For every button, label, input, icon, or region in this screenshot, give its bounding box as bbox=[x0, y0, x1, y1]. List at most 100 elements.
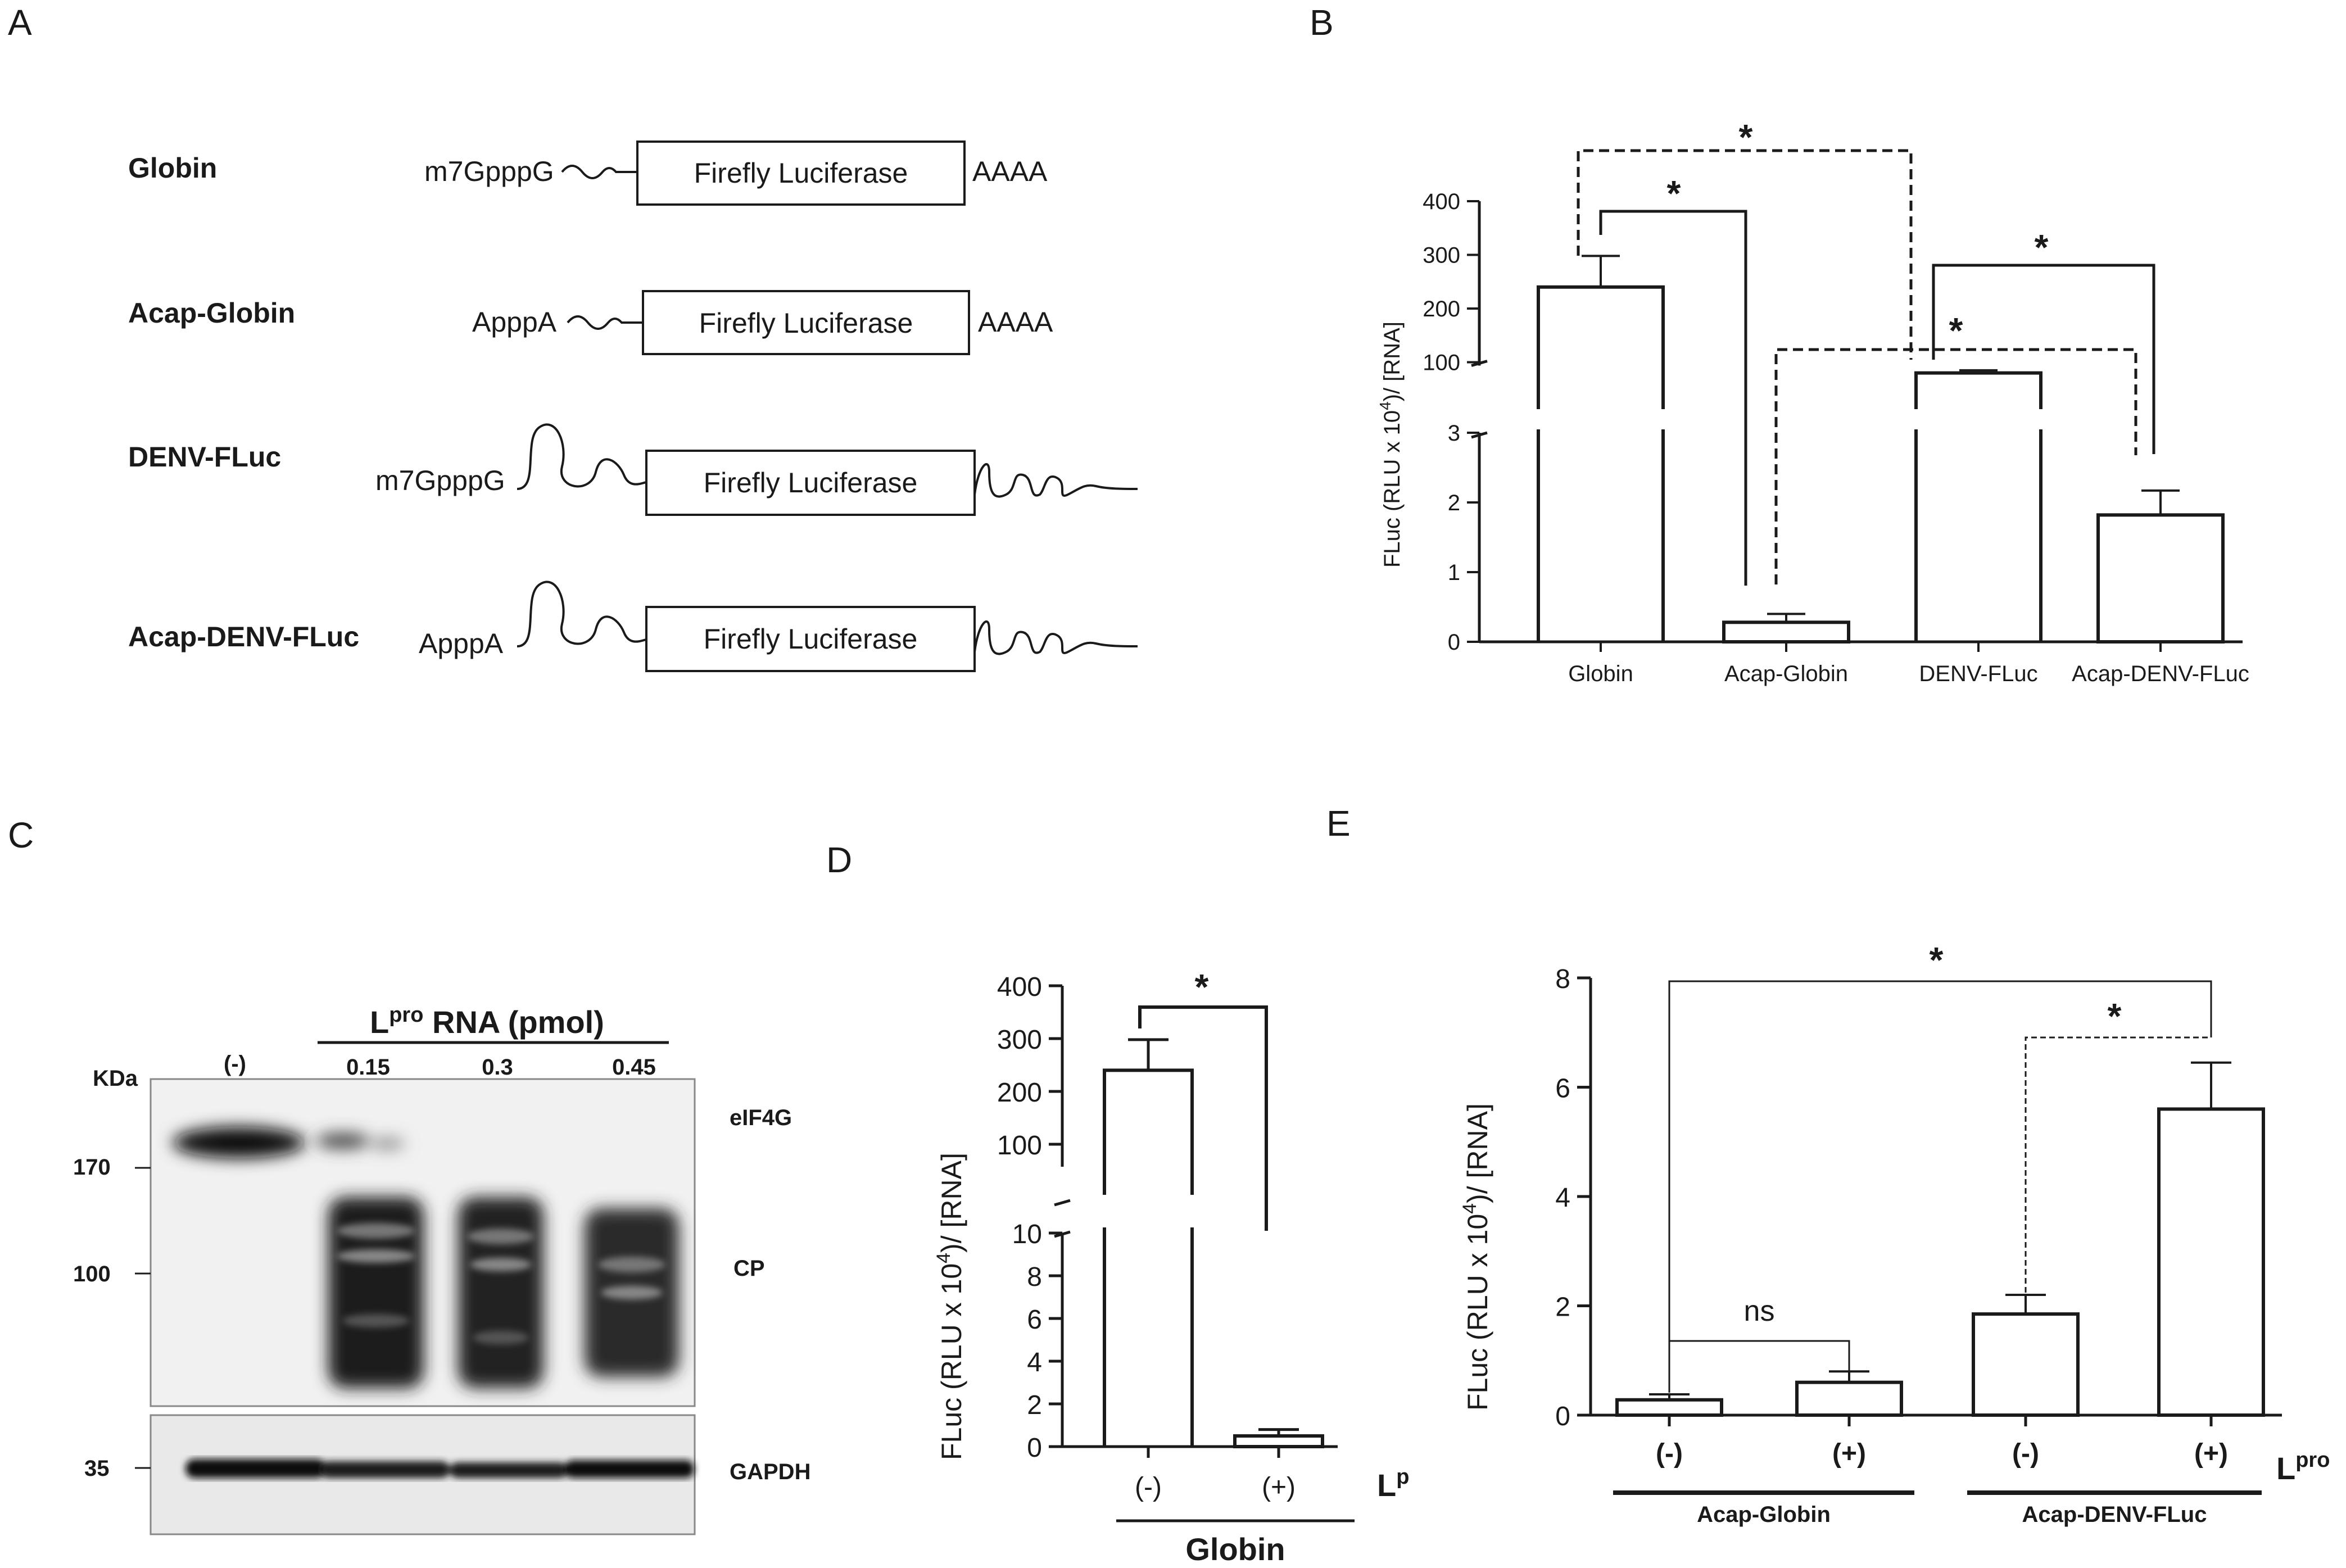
lane-label-0-3: 0.3 bbox=[482, 1055, 513, 1080]
bracket-globin-vs-denv-fluc bbox=[1577, 149, 1913, 360]
y-tick-label-b: 3 bbox=[1448, 421, 1460, 446]
panel-b-y-axis: 0 1 2 3 100 200 300 400 Globin Acap-Globin DENV-FL… bbox=[1423, 189, 2249, 686]
y-tick-label-d: 10 bbox=[1012, 1220, 1042, 1249]
panel-d-y-axis: 0 2 4 6 8 10 100 200 300 400 (-) (+) bbox=[997, 972, 1338, 1502]
label-eif4g: eIF4G bbox=[730, 1105, 792, 1130]
panel-d-treatment-label: Lp bbox=[1377, 1465, 1409, 1503]
y-tick-label-e: 2 bbox=[1555, 1293, 1570, 1322]
utr-squiggle-globin bbox=[561, 165, 637, 179]
utr-squiggle-acap-globin bbox=[567, 315, 643, 330]
x-tick-label-b-0: Globin bbox=[1568, 661, 1633, 686]
bracket-acap-globin-vs-acap-denv bbox=[1774, 348, 2137, 584]
star-globin-vs-denv: * bbox=[1739, 117, 1753, 157]
x-tick-label-e-2: (-) bbox=[2012, 1439, 2039, 1469]
fluc-box-denv-fluc bbox=[645, 450, 976, 516]
panel-b-chart: 0 1 2 3 100 200 300 400 Globin Acap-Globin DENV-FL… bbox=[1376, 117, 2249, 686]
tail-globin: AAAA bbox=[972, 156, 1048, 187]
marker-35: 35 bbox=[84, 1456, 110, 1481]
tail-acap-globin: AAAA bbox=[978, 306, 1053, 338]
y-tick-label-d: 8 bbox=[1027, 1262, 1042, 1292]
x-tick-label-b-3: Acap-DENV-FLuc bbox=[2072, 661, 2249, 686]
panel-e-group-label-2: Acap-DENV-FLuc bbox=[2022, 1502, 2207, 1527]
bar-e-0 bbox=[1615, 1398, 1723, 1417]
y-tick-label-b: 0 bbox=[1448, 630, 1460, 655]
y-tick-label-e: 4 bbox=[1555, 1183, 1570, 1213]
panel-c-letter: C bbox=[8, 815, 34, 855]
panel-b-significance: * * * * bbox=[1577, 117, 2155, 586]
star-e-inner: * bbox=[2108, 996, 2122, 1036]
blot-header: Lpro RNA (pmol) bbox=[370, 1003, 604, 1040]
y-break-mark-d bbox=[1054, 1199, 1071, 1207]
construct-label-acap-globin: Acap-Globin bbox=[128, 297, 295, 329]
lane-label-0-45: 0.45 bbox=[612, 1055, 656, 1080]
lane-label-neg: (-) bbox=[224, 1052, 246, 1076]
utr3-stemloops-acap-denv-fluc bbox=[973, 620, 1138, 655]
y-tick-label-d: 0 bbox=[1027, 1433, 1042, 1463]
bar-d-1 bbox=[1233, 1434, 1324, 1448]
panel-e-chart: 0 2 4 6 8 (-) (+) (-) (+) * * ns FLuc (RLU x 104… bbox=[1459, 940, 2330, 1527]
y-tick-label-d: 100 bbox=[997, 1131, 1042, 1161]
x-tick-label-e-0: (-) bbox=[1656, 1439, 1683, 1469]
bracket-e-outer bbox=[1668, 980, 2212, 1393]
bracket-e-inner bbox=[2025, 1036, 2211, 1293]
construct-label-acap-denv-fluc: Acap-DENV-FLuc bbox=[128, 621, 359, 652]
star-denv-vs-acap-denv: * bbox=[2035, 227, 2049, 268]
star-e-outer: * bbox=[1930, 940, 1944, 980]
fluc-box-acap-denv-fluc bbox=[645, 606, 976, 672]
cap-acap-denv-fluc: ApppA bbox=[419, 628, 504, 659]
y-tick-label-b: 300 bbox=[1423, 243, 1460, 268]
bar-b-2 bbox=[1914, 371, 2042, 409]
panel-e-treatment-label: Lpro bbox=[2276, 1448, 2330, 1486]
y-tick-label-e: 8 bbox=[1555, 964, 1570, 994]
y-tick-label-d: 400 bbox=[997, 972, 1042, 1002]
lane-label-0-15: 0.15 bbox=[346, 1055, 390, 1080]
bar-d-0 bbox=[1103, 1068, 1194, 1195]
y-break-mark-b-lower bbox=[1471, 431, 1488, 439]
bracket-globin-vs-acap-globin bbox=[1599, 210, 1747, 586]
band-cp-lane3 bbox=[458, 1197, 544, 1388]
ns-label-e: ns bbox=[1744, 1295, 1775, 1327]
fluc-box-acap-globin bbox=[642, 290, 970, 355]
construct-label-globin: Globin bbox=[128, 152, 217, 184]
marker-100: 100 bbox=[73, 1262, 111, 1286]
x-tick-label-e-1: (+) bbox=[1832, 1439, 1866, 1469]
y-tick-label-d: 6 bbox=[1027, 1305, 1042, 1335]
x-tick-label-d-1: (+) bbox=[1262, 1472, 1296, 1502]
star-d: * bbox=[1195, 967, 1209, 1007]
panel-d-bars bbox=[1103, 1038, 1324, 1448]
band-eif4g-lane1 bbox=[173, 1127, 305, 1158]
bracket-e-ns bbox=[1668, 1340, 1850, 1393]
fluc-box-text-denv-fluc: Firefly Luciferase bbox=[704, 467, 918, 499]
panel-d-letter: D bbox=[826, 840, 852, 880]
fluc-box-globin bbox=[636, 141, 966, 206]
y-tick-label-b: 1 bbox=[1448, 560, 1460, 585]
bar-b-0 bbox=[1537, 285, 1665, 409]
label-gapdh: GAPDH bbox=[730, 1460, 810, 1484]
y-tick-label-b: 400 bbox=[1423, 189, 1460, 214]
utr5-stemloops-denv-fluc bbox=[517, 423, 647, 490]
bar-e-1 bbox=[1795, 1380, 1903, 1417]
blot-bands-gapdh bbox=[185, 1459, 694, 1478]
panel-e-bars bbox=[1615, 1061, 2265, 1417]
star-acap-globin-vs-acap-denv: * bbox=[1949, 310, 1963, 351]
x-tick-label-d-0: (-) bbox=[1135, 1472, 1162, 1502]
panel-b-bars bbox=[1537, 255, 2225, 644]
bracket-d bbox=[1138, 1005, 1268, 1231]
y-tick-label-d: 300 bbox=[997, 1025, 1042, 1055]
fluc-box-text-globin: Firefly Luciferase bbox=[694, 157, 908, 189]
panel-d-group-label: Globin bbox=[1185, 1531, 1285, 1567]
band-cp-lane2 bbox=[328, 1197, 424, 1388]
bar-b-1 bbox=[1722, 620, 1850, 644]
panel-e-group-label-1: Acap-Globin bbox=[1697, 1502, 1831, 1527]
panel-e-y-axis-title: FLuc (RLU x 104)/ [RNA] bbox=[1459, 1103, 1493, 1411]
panel-e-letter: E bbox=[1326, 803, 1351, 844]
y-tick-label-d: 200 bbox=[997, 1078, 1042, 1108]
panel-b-letter: B bbox=[1310, 2, 1334, 43]
y-tick-label-b: 100 bbox=[1423, 351, 1460, 375]
x-tick-label-b-2: DENV-FLuc bbox=[1919, 661, 2037, 686]
cap-denv-fluc: m7GpppG bbox=[375, 465, 505, 496]
label-cp: CP bbox=[733, 1256, 765, 1281]
panel-c-western-blot: Lpro RNA (pmol) KDa (-) 0.15 0.3 0.45 bbox=[73, 1003, 810, 1535]
y-tick-label-b: 200 bbox=[1423, 297, 1460, 321]
